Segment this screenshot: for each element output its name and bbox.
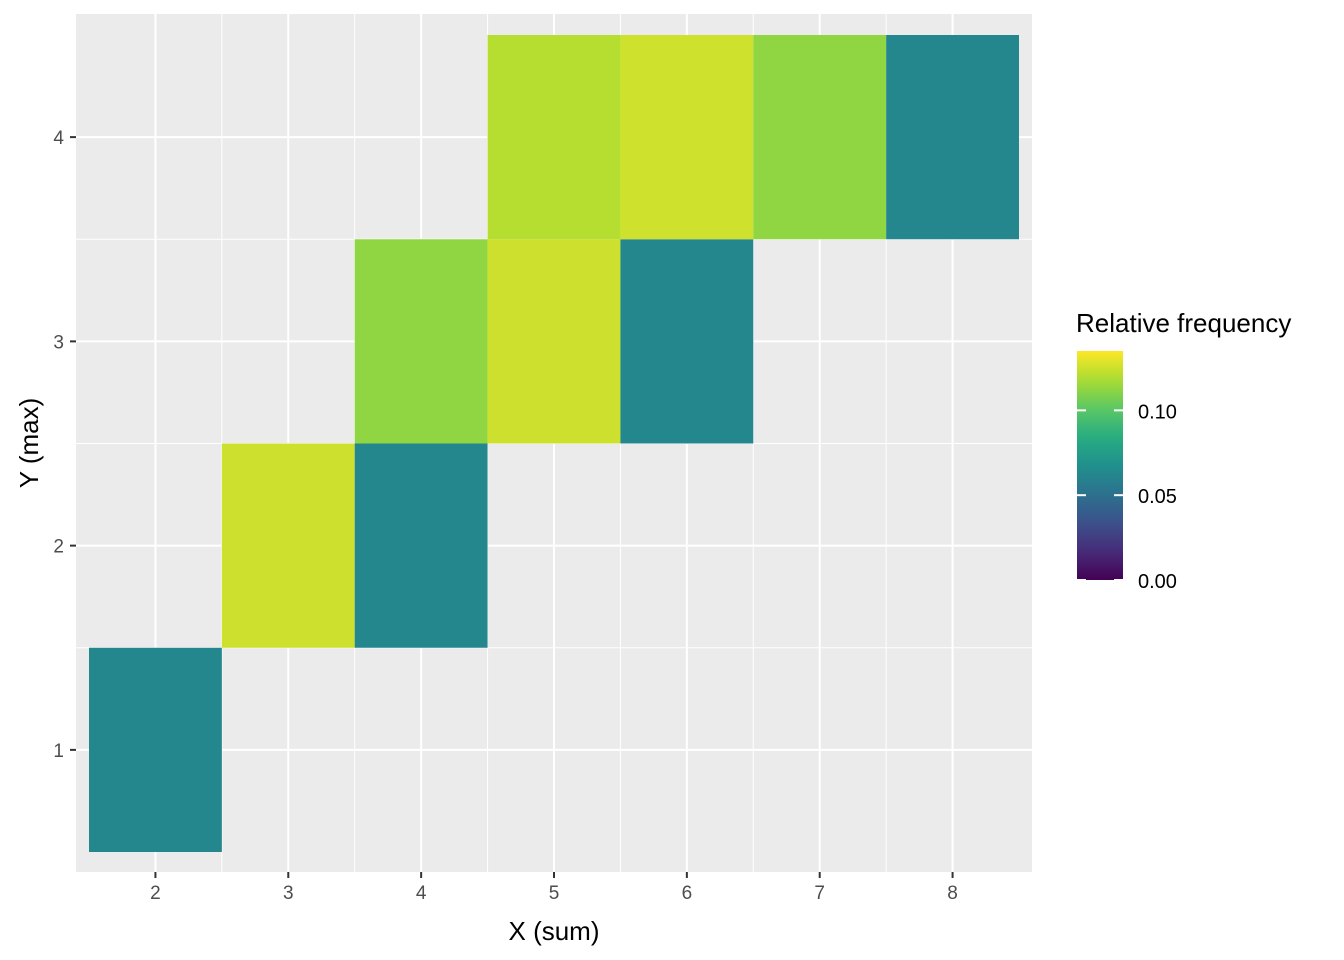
heatmap-cell — [354, 443, 488, 648]
legend-colorbar — [1077, 351, 1123, 580]
x-tick-label: 4 — [416, 883, 427, 904]
legend-label: 0.10 — [1138, 401, 1177, 423]
heatmap-cell — [221, 443, 355, 648]
heatmap-cell — [354, 239, 488, 444]
y-tick-label: 3 — [53, 332, 64, 353]
legend-label: 0.05 — [1138, 486, 1177, 508]
heatmap-cell — [620, 35, 754, 240]
x-tick-label: 8 — [947, 883, 958, 904]
y-tick-label: 1 — [53, 741, 64, 762]
legend-label: 0.00 — [1138, 571, 1177, 593]
heatmap-cells — [89, 35, 1019, 852]
x-tick-label: 7 — [814, 883, 825, 904]
axis-ticks: 2 3 4 5 6 7 8 1 2 3 4 — [53, 128, 957, 904]
heatmap-cell — [487, 35, 621, 240]
y-axis-title: Y (max) — [14, 398, 44, 489]
x-tick-label: 5 — [549, 883, 560, 904]
heatmap-cell — [620, 239, 754, 444]
heatmap-cell — [753, 35, 887, 240]
heatmap-cell — [89, 647, 222, 852]
color-legend: Relative frequency 0.00 0.05 0.10 — [1076, 308, 1291, 593]
x-tick-label: 6 — [682, 883, 693, 904]
heatmap-cell — [487, 239, 621, 444]
x-tick-label: 2 — [150, 883, 161, 904]
x-tick-label: 3 — [283, 883, 294, 904]
y-tick-label: 4 — [53, 128, 64, 149]
heatmap-cell — [886, 35, 1019, 240]
y-tick-label: 2 — [53, 537, 64, 558]
legend-title: Relative frequency — [1076, 308, 1291, 338]
x-axis-title: X (sum) — [509, 916, 600, 946]
